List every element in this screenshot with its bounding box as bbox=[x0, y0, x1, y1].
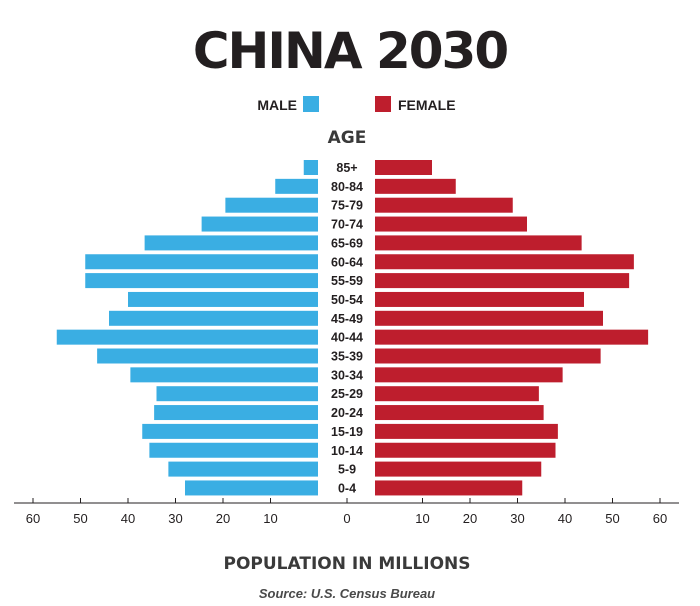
category-label-70-74: 70-74 bbox=[331, 218, 363, 232]
bar-male-25-29 bbox=[156, 386, 318, 402]
bar-male-55-59 bbox=[85, 273, 318, 289]
bar-female-10-14 bbox=[375, 442, 556, 458]
bar-male-50-54 bbox=[128, 291, 318, 307]
chart-title: CHINA 2030 bbox=[193, 22, 507, 80]
bar-female-65-69 bbox=[375, 235, 582, 251]
x-tick-label-right-40: 40 bbox=[558, 511, 572, 526]
category-label-65-69: 65-69 bbox=[331, 236, 363, 250]
x-tick-label-left-30: 30 bbox=[168, 511, 182, 526]
x-tick-label-left-20: 20 bbox=[216, 511, 230, 526]
x-axis-label: POPULATION IN MILLIONS bbox=[224, 554, 471, 574]
bar-male-10-14 bbox=[149, 442, 318, 458]
bar-male-65-69 bbox=[144, 235, 318, 251]
x-tick-label-right-30: 30 bbox=[510, 511, 524, 526]
x-tick-label-right-50: 50 bbox=[605, 511, 619, 526]
category-label-30-34: 30-34 bbox=[331, 368, 363, 382]
category-label-20-24: 20-24 bbox=[331, 406, 363, 420]
category-label-25-29: 25-29 bbox=[331, 387, 363, 401]
category-label-40-44: 40-44 bbox=[331, 331, 363, 345]
bar-female-0-4 bbox=[375, 480, 523, 496]
x-tick-label-left-60: 60 bbox=[26, 511, 40, 526]
bar-female-80-84 bbox=[375, 178, 456, 194]
bar-female-70-74 bbox=[375, 216, 527, 232]
category-label-35-39: 35-39 bbox=[331, 350, 363, 364]
category-label-75-79: 75-79 bbox=[331, 199, 363, 213]
bar-male-85-plus bbox=[303, 160, 318, 175]
source-note: Source: U.S. Census Bureau bbox=[259, 586, 435, 601]
bar-female-15-19 bbox=[375, 423, 558, 439]
bar-female-45-49 bbox=[375, 310, 603, 326]
category-label-85-plus: 85+ bbox=[336, 161, 357, 175]
bar-male-0-4 bbox=[185, 480, 318, 496]
bar-male-20-24 bbox=[154, 405, 318, 421]
bar-male-40-44 bbox=[56, 329, 318, 345]
bar-male-45-49 bbox=[109, 310, 318, 326]
x-tick-label-left-40: 40 bbox=[121, 511, 135, 526]
legend-male-swatch bbox=[303, 96, 319, 112]
legend-female-label: FEMALE bbox=[398, 97, 456, 113]
category-label-10-14: 10-14 bbox=[331, 444, 363, 458]
bar-male-80-84 bbox=[275, 178, 318, 194]
bar-male-5-9 bbox=[168, 461, 318, 477]
bar-male-75-79 bbox=[225, 197, 318, 213]
age-axis-title: AGE bbox=[328, 128, 367, 148]
bar-female-75-79 bbox=[375, 197, 513, 213]
bar-male-30-34 bbox=[130, 367, 318, 383]
x-tick-label-right-20: 20 bbox=[463, 511, 477, 526]
category-label-15-19: 15-19 bbox=[331, 425, 363, 439]
category-label-60-64: 60-64 bbox=[331, 255, 363, 269]
bar-female-40-44 bbox=[375, 329, 649, 345]
category-label-50-54: 50-54 bbox=[331, 293, 363, 307]
bar-male-15-19 bbox=[142, 423, 318, 439]
category-label-55-59: 55-59 bbox=[331, 274, 363, 288]
bar-male-60-64 bbox=[85, 254, 318, 270]
category-labels: 85+ 80-84 75-79 70-74 65-69 60-64 55-59 50-54 45… bbox=[331, 161, 363, 495]
bar-female-30-34 bbox=[375, 367, 563, 383]
bar-male-35-39 bbox=[97, 348, 318, 364]
x-tick-label-right-60: 60 bbox=[653, 511, 667, 526]
x-tick-label-left-10: 10 bbox=[263, 511, 277, 526]
bar-female-60-64 bbox=[375, 254, 634, 270]
x-tick-label-left-50: 50 bbox=[73, 511, 87, 526]
category-label-80-84: 80-84 bbox=[331, 180, 363, 194]
x-tick-label-right-10: 10 bbox=[415, 511, 429, 526]
bar-male-70-74 bbox=[201, 216, 318, 232]
bar-female-20-24 bbox=[375, 405, 544, 421]
legend-male-label: MALE bbox=[257, 97, 297, 113]
bar-female-55-59 bbox=[375, 273, 630, 289]
category-label-0-4: 0-4 bbox=[338, 481, 356, 495]
bar-female-35-39 bbox=[375, 348, 601, 364]
x-axis: 70605040302010010203040506070 bbox=[14, 498, 679, 526]
category-label-5-9: 5-9 bbox=[338, 463, 356, 477]
bar-female-85-plus bbox=[375, 160, 432, 175]
bar-female-5-9 bbox=[375, 461, 542, 477]
bars-layer bbox=[56, 160, 649, 496]
category-label-45-49: 45-49 bbox=[331, 312, 363, 326]
bar-female-50-54 bbox=[375, 291, 584, 307]
x-tick-label-left-0: 0 bbox=[343, 511, 350, 526]
legend-female-swatch bbox=[375, 96, 391, 112]
bar-female-25-29 bbox=[375, 386, 539, 402]
